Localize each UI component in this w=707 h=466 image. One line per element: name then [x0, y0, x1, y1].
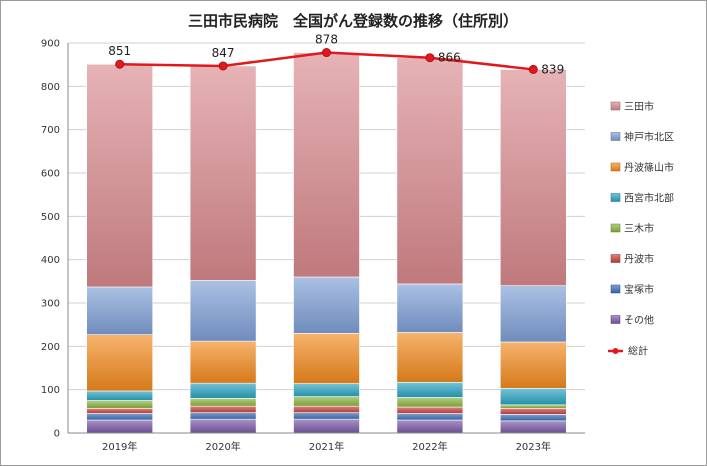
bar-segment	[396, 413, 464, 421]
legend-label: 宝塚市	[624, 283, 654, 296]
bars	[86, 52, 567, 434]
y-tick-label: 100	[41, 385, 60, 396]
bar-segment	[189, 280, 257, 342]
x-tick-label: 2022年	[412, 440, 447, 453]
bar-segment	[189, 382, 257, 399]
bar-segment	[396, 381, 464, 398]
bar-segment	[293, 412, 360, 420]
total-data-label: 839	[541, 62, 564, 76]
bar-segment	[499, 388, 567, 406]
y-tick-label: 700	[41, 125, 60, 136]
y-tick-label: 400	[41, 255, 60, 266]
legend-label: 総計	[628, 345, 648, 358]
y-tick-label: 600	[41, 169, 60, 180]
bar-segment	[86, 419, 153, 434]
bar-segment	[189, 340, 257, 384]
total-point	[528, 64, 538, 74]
bar-segment	[86, 400, 153, 409]
bar-segment	[293, 418, 360, 434]
legend-swatch	[610, 193, 621, 202]
y-tick-label: 0	[54, 429, 60, 440]
legend-swatch	[610, 315, 621, 324]
y-tick-label: 200	[41, 342, 60, 353]
legend-swatch	[610, 162, 621, 172]
bar-segment	[86, 390, 153, 401]
total-data-label: 866	[438, 51, 461, 65]
y-tick-label: 900	[41, 39, 60, 50]
bar-segment	[86, 286, 153, 335]
total-data-label: 878	[315, 33, 338, 47]
x-tick-label: 2021年	[309, 440, 344, 453]
bar-segment	[499, 407, 567, 415]
bar-segment	[499, 404, 567, 409]
legend-swatch	[610, 101, 621, 111]
x-tick-label: 2019年	[102, 440, 137, 453]
total-point	[115, 59, 125, 69]
bar-segment	[189, 418, 257, 434]
total-point	[425, 53, 435, 63]
x-tick-label: 2023年	[516, 440, 551, 453]
bar-segment	[396, 332, 464, 383]
legend-label: 西宮市北部	[624, 192, 674, 205]
bar-segment	[189, 65, 257, 281]
bar-segment	[293, 52, 360, 278]
bar-segment	[189, 398, 257, 407]
bar-segment	[86, 407, 153, 414]
bar-segment	[293, 333, 360, 384]
bar-segment	[293, 383, 360, 397]
legend-swatch	[610, 132, 621, 141]
total-point	[218, 61, 228, 71]
bar-segment	[293, 396, 360, 407]
legend-label: 三木市	[624, 222, 654, 235]
bar-segment	[396, 57, 464, 285]
bar-segment	[396, 419, 464, 434]
bar-segment	[189, 412, 257, 420]
legend-swatch	[610, 223, 621, 233]
legend-label: 神戸市北区	[624, 131, 674, 144]
axes: 0 100 200 300 400 500 600 700 800 900 2019年 2020年 20…	[41, 39, 585, 453]
legend-label: 丹波市	[624, 253, 654, 266]
total-data-label: 851	[108, 44, 131, 58]
legend-line-marker	[612, 348, 619, 354]
bar-segment	[499, 420, 567, 434]
x-tick-label: 2020年	[205, 440, 240, 453]
y-tick-label: 800	[41, 82, 60, 93]
total-data-label: 847	[212, 46, 235, 60]
legend-label: 三田市	[624, 100, 654, 113]
bar-segment	[189, 405, 257, 413]
total-line: 851 847 878 866 839	[108, 33, 564, 77]
bar-segment	[293, 276, 360, 334]
legend-label: その他	[624, 314, 654, 327]
total-point	[322, 48, 331, 58]
bar-segment	[293, 405, 360, 413]
bar-segment	[396, 406, 464, 414]
legend-label: 丹波篠山市	[624, 161, 674, 174]
legend-swatch	[610, 254, 621, 263]
bar-segment	[396, 397, 464, 408]
y-tick-label: 300	[41, 299, 60, 310]
y-tick-label: 500	[41, 212, 60, 223]
bar-segment	[499, 69, 567, 286]
legend-swatch	[610, 284, 621, 294]
bar-segment	[86, 334, 153, 392]
bar-segment	[499, 341, 567, 389]
bar-segment	[86, 413, 153, 421]
bar-segment	[499, 414, 567, 422]
bar-segment	[86, 63, 153, 288]
chart-title: 三田市民病院 全国がん登録数の推移（住所別）	[188, 12, 518, 30]
bar-segment	[396, 283, 464, 333]
bar-segment	[499, 285, 567, 343]
